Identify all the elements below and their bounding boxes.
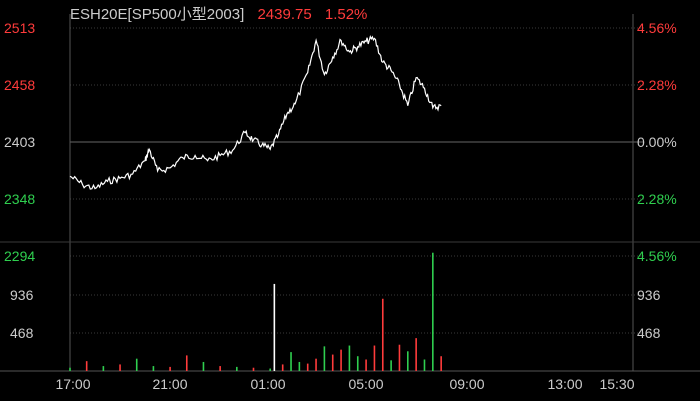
y-tick-left: 2513 bbox=[4, 20, 35, 36]
x-tick: 15:30 bbox=[599, 376, 634, 392]
chart-header: ESH20E[SP500小型2003] 2439.75 1.52% bbox=[70, 3, 376, 24]
price-line-layer bbox=[69, 35, 442, 190]
x-tick: 21:00 bbox=[152, 376, 187, 392]
last-price: 2439.75 bbox=[257, 6, 312, 23]
y-tick-right: 2.28% bbox=[637, 77, 677, 93]
x-tick: 05:00 bbox=[348, 376, 383, 392]
y-tick-right: 4.56% bbox=[637, 248, 677, 264]
volume-tick-left: 936 bbox=[10, 287, 34, 303]
axis-labels: 2513 2458 2403 2348 2294 4.56% 2.28% 0.00% 2.28%… bbox=[4, 20, 677, 392]
volume-tick-right: 936 bbox=[637, 287, 661, 303]
price-line bbox=[69, 35, 442, 190]
volume-tick-left: 468 bbox=[10, 325, 34, 341]
x-tick: 13:00 bbox=[547, 376, 582, 392]
chart-grid bbox=[70, 27, 644, 334]
y-tick-left: 2403 bbox=[4, 134, 35, 150]
symbol-title: ESH20E[SP500小型2003] bbox=[70, 6, 245, 23]
x-tick: 01:00 bbox=[250, 376, 285, 392]
volume-bars bbox=[69, 252, 442, 371]
y-tick-right: 2.28% bbox=[637, 191, 677, 207]
y-tick-right: 0.00% bbox=[637, 134, 677, 150]
axis-lines bbox=[0, 14, 700, 372]
x-tick: 17:00 bbox=[55, 376, 90, 392]
x-tick: 09:00 bbox=[449, 376, 484, 392]
change-percent: 1.52% bbox=[324, 6, 368, 23]
y-tick-left: 2348 bbox=[4, 191, 35, 207]
y-tick-right: 4.56% bbox=[637, 20, 677, 36]
y-tick-left: 2458 bbox=[4, 77, 35, 93]
y-tick-left: 2294 bbox=[4, 248, 35, 264]
volume-tick-right: 468 bbox=[637, 325, 661, 341]
